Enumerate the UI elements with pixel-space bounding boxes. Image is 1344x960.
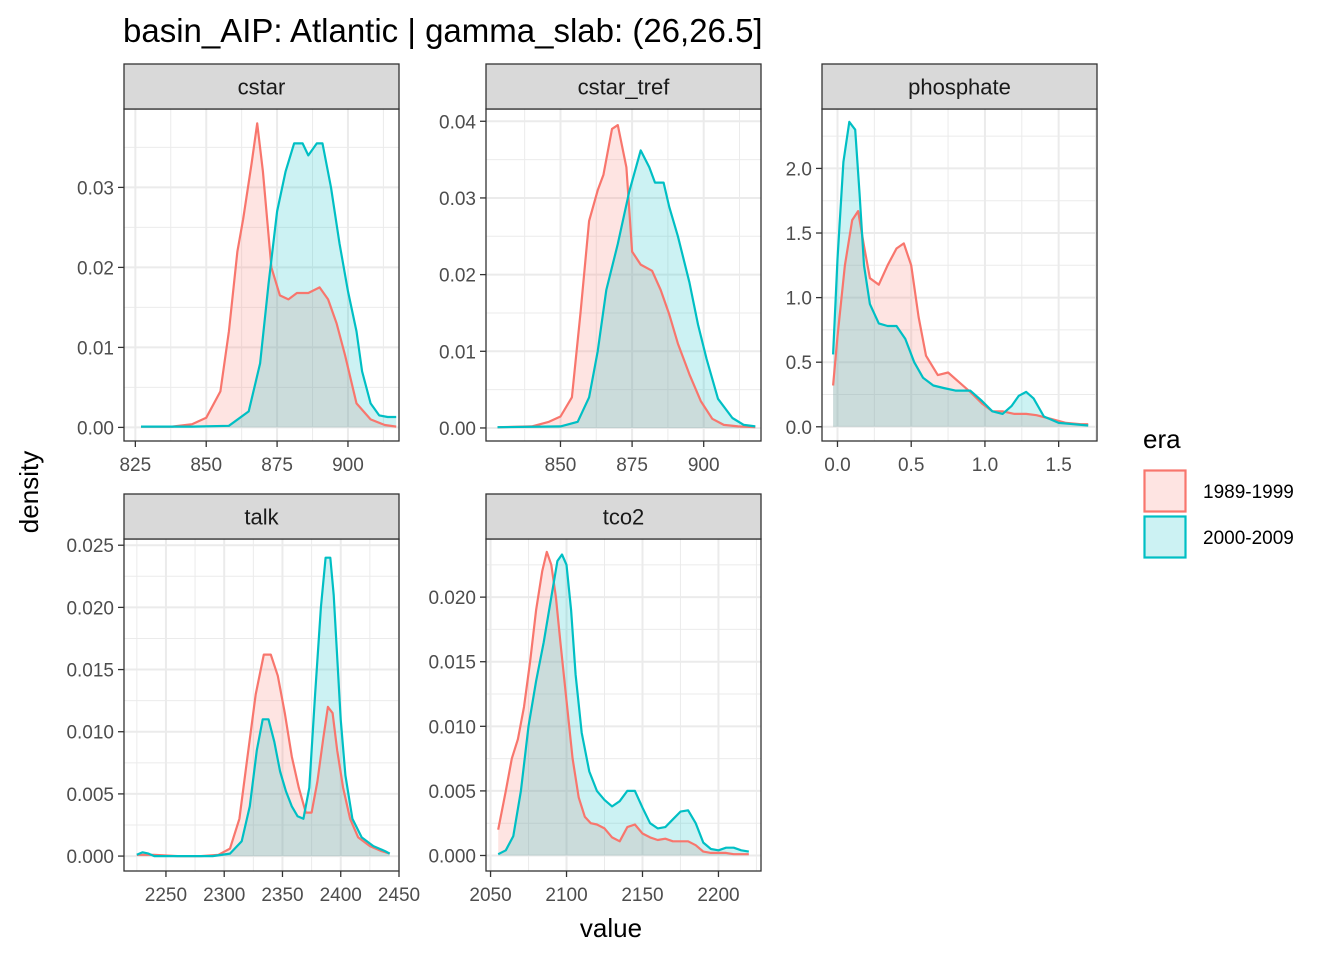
density-line-era-2000-2009 — [141, 142, 397, 428]
facet-strip-label: tco2 — [603, 505, 645, 530]
x-tick-label: 875 — [261, 455, 293, 476]
facet-tco2: tco2 0.000 0.005 0.010 0.015 0.020 2050 2100 215… — [428, 493, 762, 906]
density-line-era-2000-2009 — [832, 120, 1089, 427]
y-tick-label: 0.025 — [66, 536, 114, 557]
facet-strip-label: cstar_tref — [578, 75, 671, 100]
y-tick-label: 0.0 — [786, 418, 812, 439]
density-area-era-1989-1999 — [136, 654, 390, 857]
legend-label: 1989-1999 — [1203, 482, 1294, 503]
facet-strip — [485, 63, 762, 110]
facet-phosphate: phosphate 0.0 0.5 1.0 1.5 2.0 0.0 0.5 1.0 1.5 — [786, 63, 1098, 476]
chart-title: basin_AIP: Atlantic | gamma_slab: (26,26… — [123, 12, 763, 49]
y-tick-label: 2.0 — [786, 159, 812, 180]
legend-key — [1143, 469, 1187, 513]
y-tick-label: 0.010 — [428, 717, 476, 738]
facet-cstar-tref: cstar_tref 0.00 0.01 0.02 0.03 0.04 850 875 900 — [439, 63, 762, 476]
y-tick-label: 0.00 — [77, 418, 114, 439]
y-tick-label: 0.03 — [77, 178, 114, 199]
x-axis-label: value — [580, 913, 642, 943]
x-tick-label: 1.5 — [1045, 455, 1071, 476]
x-tick-label: 2150 — [621, 885, 663, 906]
y-tick-label: 0.5 — [786, 353, 812, 374]
density-line-era-1989-1999 — [497, 550, 749, 856]
density-line-era-1989-1999 — [141, 122, 397, 428]
x-tick-label: 900 — [688, 455, 720, 476]
legend-key — [1143, 515, 1187, 559]
density-line-era-1989-1999 — [497, 124, 756, 429]
legend-title: era — [1143, 424, 1181, 454]
density-area-era-1989-1999 — [497, 125, 756, 428]
y-tick-label: 0.02 — [77, 258, 114, 279]
facet-strip — [821, 63, 1098, 110]
legend-key-background — [1143, 469, 1187, 513]
legend-label: 2000-2009 — [1203, 528, 1294, 549]
x-tick-label: 875 — [616, 455, 648, 476]
density-area-era-2000-2009 — [833, 121, 1089, 427]
x-tick-label: 0.5 — [898, 455, 924, 476]
x-tick-label: 2200 — [697, 885, 739, 906]
density-area-era-1989-1999 — [833, 211, 1089, 427]
panel-background — [822, 109, 1097, 441]
x-tick-label: 850 — [190, 455, 222, 476]
y-tick-label: 0.005 — [66, 785, 114, 806]
y-tick-label: 0.020 — [428, 588, 476, 609]
x-tick-label: 2100 — [545, 885, 587, 906]
y-axis-label: density — [14, 451, 44, 533]
density-area-era-2000-2009 — [136, 557, 390, 857]
x-tick-label: 850 — [545, 455, 577, 476]
density-line-era-2000-2009 — [497, 553, 749, 856]
facet-strip-label: talk — [244, 505, 279, 530]
facet-cstar: cstar 0.00 0.01 0.02 0.03 825 850 875 900 — [77, 63, 400, 476]
legend-item-1989-1999: 1989-1999 — [1143, 469, 1294, 513]
y-tick-label: 0.04 — [439, 112, 476, 133]
density-area-era-2000-2009 — [498, 554, 749, 856]
y-tick-label: 0.015 — [66, 661, 114, 682]
x-tick-label: 0.0 — [824, 455, 850, 476]
y-tick-label: 0.01 — [439, 342, 476, 363]
panel-background — [124, 539, 399, 871]
x-tick-label: 2300 — [203, 885, 245, 906]
legend-item-2000-2009: 2000-2009 — [1143, 515, 1294, 559]
facet-strip — [485, 493, 762, 540]
y-tick-label: 0.01 — [77, 338, 114, 359]
y-tick-label: 1.5 — [786, 224, 812, 245]
y-tick-label: 0.005 — [428, 782, 476, 803]
y-tick-label: 0.010 — [66, 723, 114, 744]
x-tick-label: 2400 — [320, 885, 362, 906]
density-area-era-2000-2009 — [497, 150, 756, 428]
x-tick-label: 825 — [119, 455, 151, 476]
y-tick-label: 0.03 — [439, 189, 476, 210]
y-tick-label: 0.00 — [439, 419, 476, 440]
density-line-era-2000-2009 — [136, 556, 391, 858]
facet-talk: talk 0.000 0.005 0.010 0.015 0.020 0.025 2250 23… — [66, 493, 420, 906]
x-tick-label: 2250 — [145, 885, 187, 906]
legend-key-background — [1143, 515, 1187, 559]
facet-strip — [123, 493, 400, 540]
facet-strip-label: phosphate — [908, 75, 1011, 100]
density-area-era-1989-1999 — [498, 551, 749, 856]
x-tick-label: 1.0 — [972, 455, 998, 476]
y-tick-label: 0.02 — [439, 266, 476, 287]
y-tick-label: 0.020 — [66, 598, 114, 619]
y-tick-label: 0.000 — [66, 847, 114, 868]
x-tick-label: 2050 — [469, 885, 511, 906]
x-tick-label: 2350 — [261, 885, 303, 906]
legend: era 1989-1999 2000-2009 — [1143, 424, 1294, 559]
x-tick-label: 900 — [332, 455, 364, 476]
y-tick-label: 1.0 — [786, 289, 812, 310]
y-tick-label: 0.000 — [428, 846, 476, 867]
facet-strip — [123, 63, 400, 110]
y-tick-label: 0.015 — [428, 653, 476, 674]
x-tick-label: 2450 — [378, 885, 420, 906]
density-line-era-2000-2009 — [497, 149, 756, 429]
facet-strip-label: cstar — [238, 75, 286, 100]
